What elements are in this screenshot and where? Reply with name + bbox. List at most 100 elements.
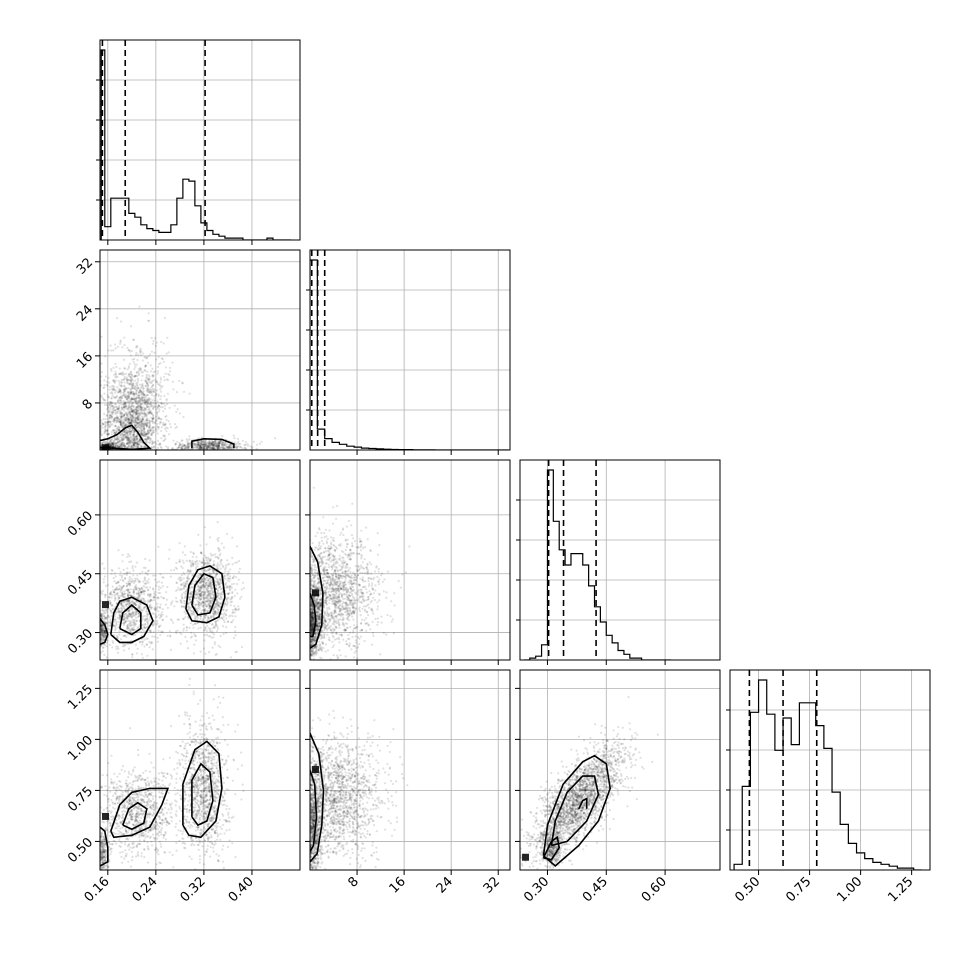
- scatter-2-0-pt: [203, 601, 206, 604]
- scatter-1-0-pt: [139, 444, 142, 447]
- scatter-1-0-pt: [135, 423, 138, 426]
- scatter-1-0-pt: [178, 443, 181, 447]
- scatter-1-0-pt: [137, 373, 140, 376]
- scatter-2-0-pt: [103, 643, 106, 646]
- scatter-2-0-pt: [113, 618, 117, 621]
- scatter-1-0-pt: [197, 443, 200, 446]
- scatter-1-0-pt: [129, 387, 132, 390]
- scatter-1-0-pt: [218, 442, 221, 445]
- scatter-2-0-pt: [153, 606, 156, 609]
- scatter-2-0-pt: [111, 585, 114, 588]
- scatter-2-0-pt: [160, 581, 163, 584]
- scatter-1-0-pt: [111, 442, 114, 445]
- scatter-1-0-pt: [145, 438, 148, 441]
- scatter-2-0-pt: [203, 575, 206, 578]
- scatter-1-0-pt: [222, 447, 225, 450]
- scatter-2-0-pt: [214, 623, 218, 626]
- scatter-1-0-pt: [121, 346, 124, 349]
- scatter-1-0-pt: [127, 438, 130, 441]
- scatter-1-0-pt: [132, 436, 135, 439]
- scatter-2-0-pt: [125, 600, 128, 603]
- scatter-2-0-pt: [146, 580, 149, 583]
- scatter-1-0-pt: [141, 424, 144, 427]
- scatter-1-0-pt: [121, 421, 125, 424]
- scatter-1-0-pt: [184, 445, 188, 448]
- scatter-2-0-pt: [96, 618, 98, 620]
- scatter-1-0-pt: [147, 437, 150, 441]
- scatter-1-0-pt: [109, 445, 112, 448]
- scatter-1-0-pt: [252, 440, 255, 443]
- scatter-1-0-pt: [144, 365, 147, 368]
- scatter-1-0-pt: [110, 400, 113, 403]
- scatter-1-0-pt: [114, 370, 117, 373]
- scatter-1-0-pt: [128, 441, 131, 444]
- scatter-1-0-pt: [137, 418, 140, 421]
- scatter-1-0-pt: [202, 441, 205, 444]
- scatter-1-0-pt: [130, 410, 133, 413]
- scatter-1-0-pt: [122, 433, 125, 436]
- scatter-2-0-pt: [109, 603, 112, 606]
- scatter-2-0-pt: [220, 542, 223, 545]
- scatter-2-0-pt: [102, 635, 105, 639]
- scatter-2-0-pt: [174, 589, 178, 592]
- scatter-2-0-pt: [120, 609, 123, 612]
- scatter-2-0-pt: [202, 601, 205, 604]
- scatter-1-0-pt: [147, 393, 150, 396]
- scatter-2-0-pt: [139, 591, 143, 594]
- scatter-2-0-pt: [113, 591, 116, 594]
- scatter-1-0-pt: [137, 394, 140, 397]
- scatter-2-0-pt: [215, 602, 218, 605]
- scatter-2-0-pt: [127, 609, 130, 612]
- scatter-2-0-pt: [120, 576, 123, 579]
- scatter-2-0-pt: [203, 526, 206, 529]
- scatter-1-0-pt: [146, 422, 149, 425]
- scatter-1-0-pt: [125, 398, 128, 401]
- scatter-2-0-pt: [188, 570, 191, 573]
- scatter-1-0-pt: [118, 418, 121, 421]
- scatter-2-0-pt: [126, 602, 129, 605]
- scatter-1-0-pt: [107, 376, 110, 379]
- scatter-2-0-pt: [130, 616, 134, 619]
- scatter-2-0-pt: [103, 575, 107, 578]
- scatter-2-0-pt: [149, 631, 152, 634]
- scatter-2-0-pt: [114, 618, 117, 621]
- scatter-1-0-pt: [119, 424, 122, 427]
- scatter-1-0-pt: [240, 447, 244, 450]
- scatter-2-0-pt: [196, 622, 199, 625]
- scatter-2-0-pt: [109, 609, 112, 612]
- scatter-2-0-pt: [186, 582, 189, 585]
- scatter-1-0-pt: [139, 404, 142, 407]
- scatter-2-0-pt: [188, 559, 191, 562]
- scatter-1-0-pt: [235, 443, 238, 447]
- scatter-2-0-pt: [209, 573, 212, 576]
- scatter-1-0-pt: [144, 396, 147, 399]
- scatter-2-0-pt: [152, 587, 155, 590]
- scatter-2-0-pt: [114, 588, 117, 591]
- scatter-2-0-pt: [179, 601, 182, 604]
- scatter-2-0-pt: [138, 606, 141, 609]
- scatter-1-0-pt: [224, 445, 228, 448]
- scatter-1-0-pt: [140, 433, 144, 436]
- scatter-1-0-pt: [100, 424, 103, 427]
- scatter-1-0-pt: [132, 405, 135, 409]
- scatter-2-0-pt: [155, 608, 158, 612]
- scatter-1-0-pt: [127, 411, 130, 414]
- scatter-1-0-pt: [132, 405, 135, 408]
- scatter-1-0-pt: [142, 423, 145, 426]
- scatter-1-0-pt: [153, 351, 156, 354]
- scatter-1-0-pt: [91, 448, 93, 450]
- scatter-2-0-pt: [202, 569, 206, 572]
- scatter-1-0-pt: [119, 399, 122, 402]
- scatter-2-0-pt: [109, 593, 112, 596]
- scatter-2-0-pt: [201, 609, 204, 612]
- scatter-1-0-pt: [148, 425, 152, 428]
- scatter-1-0-pt: [135, 409, 139, 413]
- scatter-1-0-pt: [145, 419, 148, 422]
- scatter-2-0-pt: [200, 591, 203, 594]
- scatter-2-0-pt: [154, 616, 157, 619]
- scatter-1-0-pt: [139, 388, 142, 391]
- scatter-1-0-pt: [136, 443, 139, 447]
- scatter-1-0-pt: [164, 427, 167, 430]
- scatter-1-0-pt: [140, 445, 143, 448]
- scatter-1-0-pt: [143, 356, 146, 359]
